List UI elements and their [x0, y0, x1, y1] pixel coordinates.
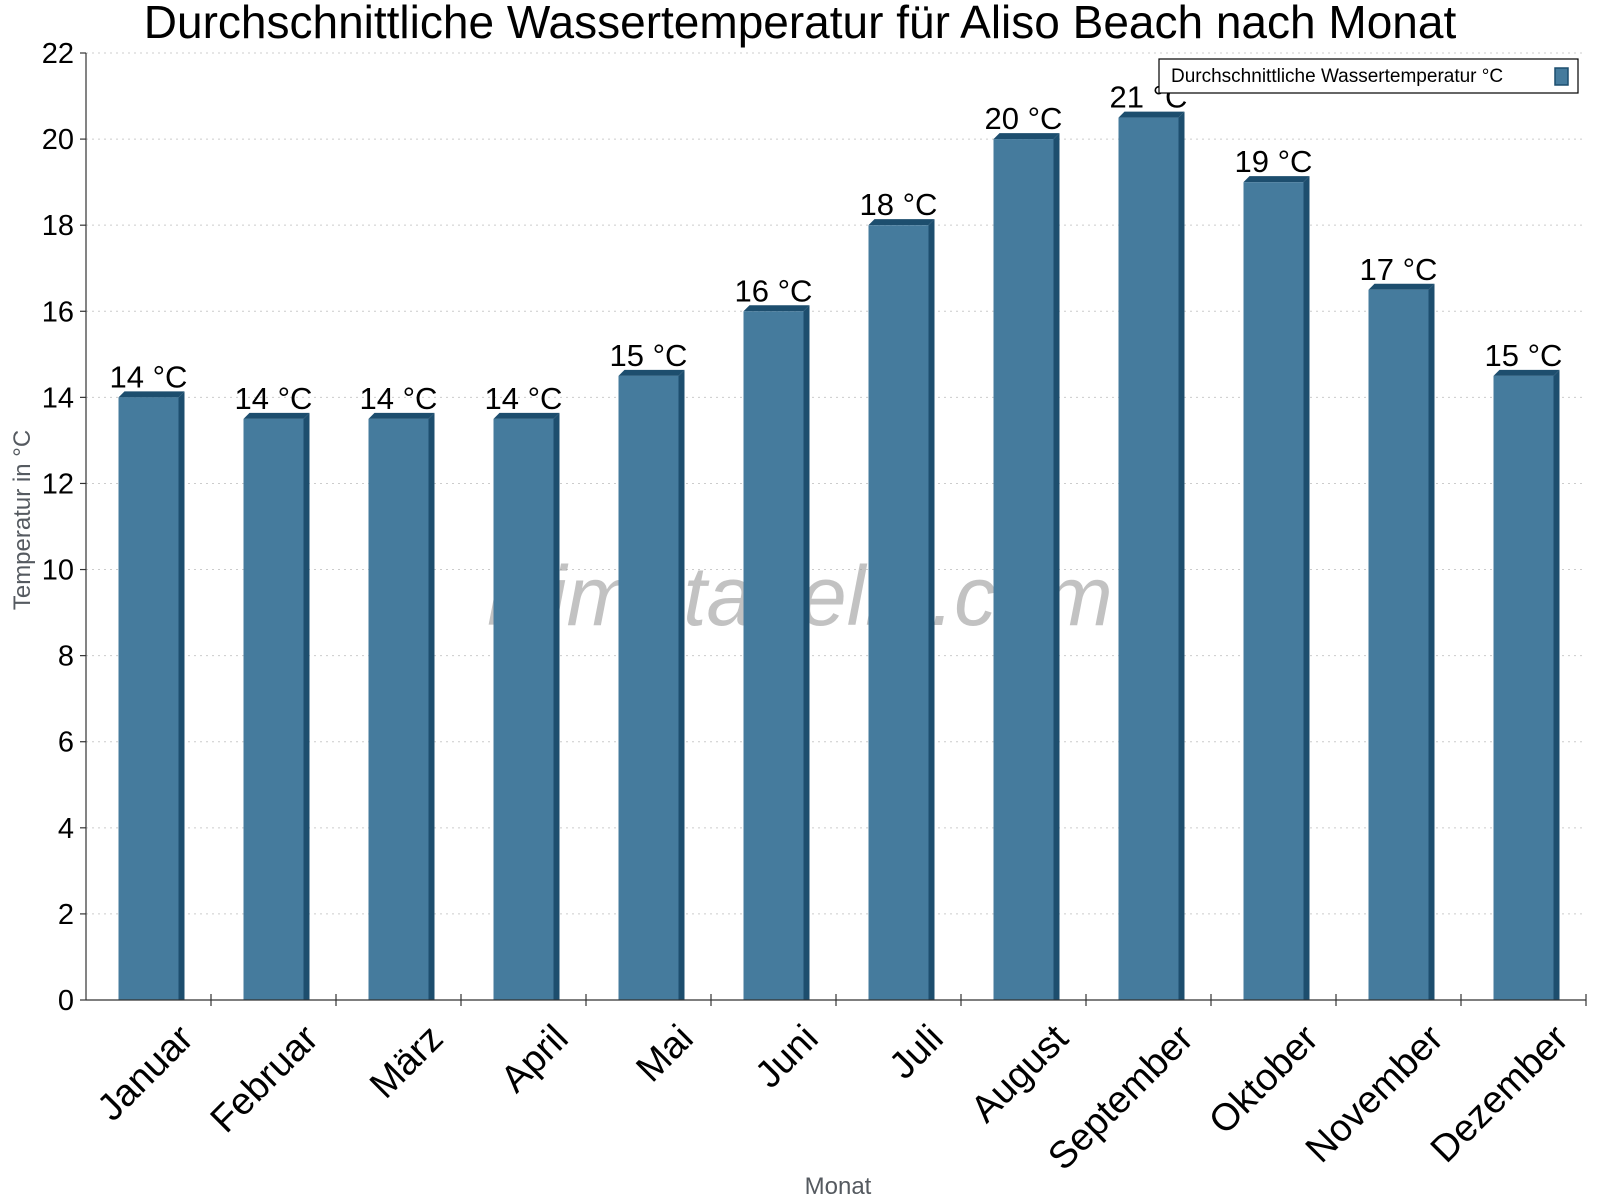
bar-top — [1493, 369, 1560, 376]
bar-side — [678, 369, 685, 1000]
legend-label: Durchschnittliche Wassertemperatur °C — [1171, 66, 1503, 87]
legend-swatch — [1554, 67, 1569, 86]
bar-top — [1243, 176, 1310, 183]
y-tick-label: 12 — [42, 468, 74, 500]
x-tick-label: Juli — [882, 1017, 952, 1087]
bar-side — [928, 219, 935, 1000]
bar-side — [1553, 369, 1560, 1000]
bar-side — [1178, 111, 1185, 1001]
axes — [80, 52, 1587, 1006]
bar-face — [1243, 182, 1304, 1001]
y-tick-label: 18 — [42, 210, 74, 242]
x-tick-label: Juni — [748, 1017, 827, 1096]
bar-face — [493, 418, 554, 1000]
bar-face — [368, 418, 429, 1000]
data-label: 19 °C — [1235, 144, 1313, 179]
bar-side — [803, 305, 810, 1001]
bar-side — [303, 412, 310, 1000]
bar-top — [868, 219, 935, 226]
bar-top — [618, 369, 685, 376]
bar-top — [743, 305, 810, 312]
x-tick-label: April — [493, 1017, 576, 1100]
y-tick-label: 16 — [42, 296, 74, 328]
y-tick-label: 20 — [42, 124, 74, 156]
x-tick-label: Januar — [90, 1017, 202, 1129]
bar-top — [1368, 283, 1435, 290]
bar — [1118, 111, 1185, 1001]
legend: Durchschnittliche Wassertemperatur °C — [1158, 58, 1579, 94]
x-tick-label: Oktober — [1201, 1017, 1327, 1143]
y-tick-label: 22 — [42, 38, 74, 70]
y-tick-label: 6 — [58, 727, 74, 759]
data-label: 16 °C — [735, 273, 813, 308]
bar-top — [1118, 111, 1185, 118]
y-tick-label: 2 — [58, 899, 74, 931]
gridlines — [86, 52, 1586, 915]
y-axis-title: Temperatur in °C — [9, 430, 36, 610]
bar-side — [553, 412, 560, 1000]
bar-face — [993, 139, 1054, 1000]
bar-side — [1303, 176, 1310, 1001]
data-label: 14 °C — [235, 381, 313, 416]
x-tick-label: Dezember — [1423, 1017, 1577, 1171]
bar-top — [993, 133, 1060, 140]
y-tick-label: 10 — [42, 555, 74, 587]
x-tick-label: August — [963, 1017, 1077, 1131]
data-label: 14 °C — [110, 359, 188, 394]
bar-side — [428, 412, 435, 1000]
bar-face — [1368, 289, 1429, 1000]
x-tick-labels: Januar Februar März April Mai Juni Juli AugustS… — [90, 1017, 1577, 1178]
bar — [1243, 176, 1310, 1001]
data-label: 20 °C — [985, 101, 1063, 136]
bar — [493, 412, 560, 1000]
bar-face — [243, 418, 304, 1000]
bar — [993, 133, 1060, 1000]
data-label: 15 °C — [610, 338, 688, 373]
x-axis-title: Monat — [805, 1173, 872, 1200]
y-tick-label: 0 — [58, 985, 74, 1017]
y-tick-labels: 0 2 4 6 8 10 12 14 16 18 20 22 — [42, 38, 74, 1017]
x-tick-label: Februar — [203, 1017, 327, 1141]
bar — [368, 412, 435, 1000]
bar-side — [1428, 283, 1435, 1000]
y-tick-label: 4 — [58, 813, 74, 845]
bar-face — [868, 225, 929, 1000]
bar-top — [243, 412, 310, 419]
bar-top — [118, 391, 185, 398]
bar-top — [493, 412, 560, 419]
bar-face — [618, 375, 679, 1000]
bar-face — [743, 311, 804, 1001]
bar-side — [178, 391, 185, 1000]
bar-face — [1118, 117, 1179, 1001]
y-tick-label: 8 — [58, 641, 74, 673]
data-labels: 14 °C 14 °C 14 °C 14 °C 15 °C 16 °C 18 °C 20 °C… — [110, 80, 1563, 416]
x-tick-label: Mai — [629, 1017, 702, 1090]
bar-top — [368, 412, 435, 419]
bars — [118, 111, 1560, 1001]
bar — [1368, 283, 1435, 1000]
bar — [118, 391, 185, 1000]
data-label: 14 °C — [360, 381, 438, 416]
data-label: 18 °C — [860, 187, 938, 222]
y-tick-label: 14 — [42, 382, 74, 414]
data-label: 17 °C — [1360, 252, 1438, 287]
bar — [618, 369, 685, 1000]
x-tick-label: März — [362, 1017, 451, 1106]
bar — [743, 305, 810, 1001]
bar-side — [1053, 133, 1060, 1000]
bar-face — [118, 397, 179, 1000]
bar — [243, 412, 310, 1000]
bar — [868, 219, 935, 1000]
bar-face — [1493, 375, 1554, 1000]
data-label: 14 °C — [485, 381, 563, 416]
legend-box — [1158, 58, 1579, 94]
chart-title: Durchschnittliche Wassertemperatur für A… — [144, 0, 1457, 48]
data-label: 15 °C — [1485, 338, 1563, 373]
bar — [1493, 369, 1560, 1000]
